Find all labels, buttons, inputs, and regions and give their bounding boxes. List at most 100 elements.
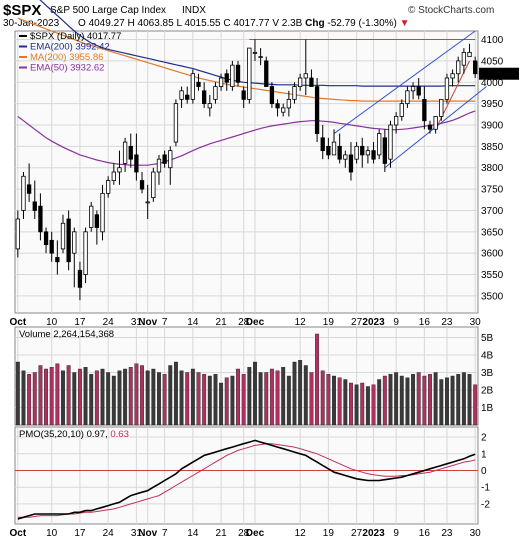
- candle-body: [139, 180, 145, 190]
- x-tick-label: 7: [162, 317, 168, 328]
- volume-bar: [349, 382, 353, 426]
- candle-body: [473, 60, 478, 75]
- volume-bar: [202, 374, 207, 426]
- volume-bar: [32, 372, 37, 426]
- candle-body: [179, 90, 184, 100]
- candle-body: [21, 175, 26, 211]
- x-tick-label: 19: [323, 317, 335, 328]
- candle-body: [416, 86, 421, 96]
- volume-bar: [66, 365, 71, 426]
- volume-bar: [77, 368, 82, 426]
- volume-bar: [38, 365, 43, 426]
- x-tick-label: 12: [295, 528, 307, 539]
- volume-bar: [49, 367, 54, 426]
- volume-bar: [44, 368, 49, 426]
- volume-bar: [422, 375, 427, 426]
- legend-entry: EMA(50) 3932.62: [30, 63, 104, 74]
- candle-body: [281, 107, 286, 113]
- candle-body: [43, 231, 49, 246]
- volume-bar: [456, 374, 461, 426]
- pmo-title: PMO(35,20,10) 0.97, 0.63: [19, 429, 129, 440]
- volume-bar: [61, 370, 65, 426]
- candle-body: [292, 86, 297, 100]
- volume-bar: [343, 379, 348, 426]
- candle-body: [106, 180, 111, 194]
- candle-body: [173, 103, 179, 143]
- volume-bar: [196, 372, 201, 426]
- candle-body: [190, 73, 196, 100]
- price-y-tick-label: 4100: [481, 35, 504, 46]
- candle-body: [399, 103, 404, 117]
- volume-bar: [145, 370, 150, 426]
- candle-body: [252, 51, 258, 54]
- candle-body: [117, 167, 122, 173]
- candle-body: [134, 154, 139, 173]
- x-tick-label: 28: [238, 317, 250, 328]
- candle-body: [320, 137, 325, 152]
- volume-bar: [241, 374, 246, 426]
- x-tick-label: 9: [393, 528, 399, 539]
- volume-bar: [230, 375, 235, 426]
- x-tick-label: 7: [162, 528, 168, 539]
- x-tick-label: 24: [103, 528, 115, 539]
- volume-bar: [179, 370, 184, 426]
- low-label: L: [176, 18, 182, 29]
- volume-bar: [382, 375, 387, 426]
- candle-body: [247, 47, 252, 100]
- x-tick-label: 9: [393, 317, 399, 328]
- candle-body: [207, 103, 212, 109]
- candle-body: [89, 205, 94, 228]
- legend-entry: $SPX (Daily) 4017.77: [30, 31, 121, 42]
- pmo-signal-value: 0.63: [110, 429, 129, 440]
- candle-body: [433, 116, 438, 130]
- volume-bar: [94, 370, 99, 426]
- candle-body: [377, 133, 382, 156]
- x-tick-label: 30: [470, 528, 482, 539]
- volume-bar: [89, 374, 94, 426]
- candle-body: [145, 201, 150, 204]
- close-label: C: [223, 18, 231, 29]
- pmo-y-tick-label: -1: [481, 483, 490, 494]
- volume-bar: [428, 374, 432, 426]
- volume-value: 2.3B: [281, 18, 303, 29]
- candle-body: [66, 218, 71, 263]
- candle-body: [168, 150, 173, 169]
- low-value: 4015.55: [184, 18, 221, 29]
- open-value: 4049.27: [88, 18, 125, 29]
- volume-bar: [461, 372, 466, 426]
- volume-bar: [111, 375, 116, 426]
- volume-bar: [224, 377, 229, 426]
- volume-bar: [315, 333, 320, 426]
- candle-body: [156, 158, 162, 173]
- x-tick-label: 2023: [362, 317, 385, 328]
- volume-bar: [247, 367, 252, 426]
- volume-bar: [123, 368, 128, 426]
- volume-bar: [83, 367, 88, 426]
- candle-body: [60, 222, 66, 250]
- candle-body: [309, 77, 314, 87]
- volume-bar: [411, 374, 416, 426]
- volume-bar: [320, 370, 325, 426]
- candle-body: [100, 192, 105, 233]
- volume-bar: [433, 372, 438, 426]
- high-label: H: [127, 18, 135, 29]
- candle-body: [151, 171, 156, 199]
- x-tick-label: Dec: [246, 317, 265, 328]
- candle-body: [83, 231, 88, 275]
- x-tick-label: 14: [187, 528, 199, 539]
- price-y-tick-label: 3900: [481, 121, 504, 132]
- volume-bar: [100, 368, 105, 426]
- candle-body: [348, 154, 354, 173]
- x-tick-label: 17: [74, 317, 86, 328]
- x-tick-label: 28: [238, 528, 250, 539]
- x-tick-label: Oct: [9, 317, 26, 328]
- candle-body: [444, 77, 450, 100]
- x-tick-label: 10: [46, 317, 58, 328]
- candle-body: [422, 98, 427, 122]
- volume-bar: [450, 375, 455, 426]
- candle-body: [55, 257, 60, 263]
- candle-body: [218, 77, 224, 87]
- candle-body: [439, 98, 444, 117]
- price-y-tick-label: 3600: [481, 249, 504, 260]
